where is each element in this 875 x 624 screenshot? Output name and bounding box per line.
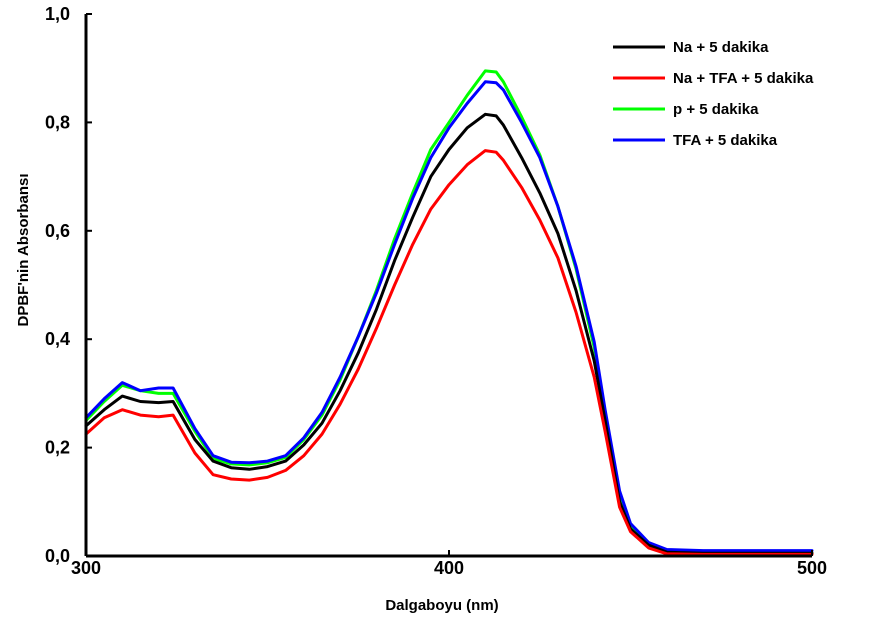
y-tick-label: 1,0 (45, 4, 70, 24)
x-axis-title: Dalgaboyu (nm) (385, 597, 498, 614)
tick-labels: 0,0 0,2 0,4 0,6 0,8 1,0 300 400 500 (45, 4, 827, 578)
legend-label: TFA + 5 dakika (673, 132, 778, 149)
legend-label: p + 5 dakika (673, 101, 759, 118)
series-line (84, 80, 814, 553)
y-tick-label: 0,6 (45, 221, 70, 241)
series-line (84, 149, 814, 556)
x-tick-label: 400 (434, 558, 464, 578)
legend: Na + 5 dakika Na + TFA + 5 dakika p + 5 da… (613, 39, 814, 149)
y-tick-label: 0,4 (45, 329, 70, 349)
axis-ticks (85, 13, 813, 557)
x-tick-label: 300 (71, 558, 101, 578)
y-axis-title: DPBF'nin Absorbansı (15, 173, 32, 326)
y-tick-label: 0,2 (45, 438, 70, 458)
legend-label: Na + 5 dakika (673, 39, 769, 56)
plot-lines (84, 69, 814, 556)
y-tick-label: 0,8 (45, 112, 70, 132)
series-line (84, 112, 814, 555)
legend-label: Na + TFA + 5 dakika (673, 70, 814, 87)
y-tick-label: 0,0 (45, 546, 70, 566)
x-tick-label: 500 (797, 558, 827, 578)
